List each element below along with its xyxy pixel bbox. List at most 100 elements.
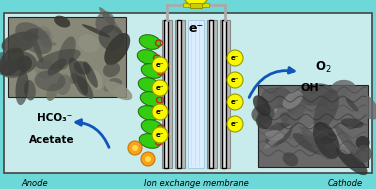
- Ellipse shape: [293, 125, 331, 141]
- Ellipse shape: [265, 130, 284, 140]
- FancyBboxPatch shape: [177, 20, 181, 168]
- Ellipse shape: [335, 125, 359, 158]
- Ellipse shape: [35, 58, 55, 79]
- Ellipse shape: [43, 42, 56, 46]
- Ellipse shape: [96, 11, 115, 35]
- Text: O: O: [315, 60, 325, 73]
- FancyBboxPatch shape: [209, 20, 213, 168]
- Ellipse shape: [103, 82, 118, 92]
- Ellipse shape: [264, 125, 291, 149]
- Ellipse shape: [69, 73, 79, 84]
- Ellipse shape: [78, 34, 99, 53]
- Ellipse shape: [346, 98, 358, 112]
- FancyBboxPatch shape: [183, 3, 209, 7]
- Ellipse shape: [17, 42, 46, 56]
- Ellipse shape: [99, 7, 123, 36]
- Ellipse shape: [252, 104, 274, 123]
- Text: e⁻: e⁻: [156, 62, 164, 68]
- Ellipse shape: [103, 62, 120, 77]
- Ellipse shape: [37, 30, 50, 40]
- Ellipse shape: [298, 104, 312, 132]
- Circle shape: [132, 145, 138, 151]
- Ellipse shape: [256, 92, 278, 116]
- Ellipse shape: [305, 120, 332, 135]
- Ellipse shape: [74, 61, 90, 74]
- Ellipse shape: [47, 59, 67, 75]
- Ellipse shape: [56, 74, 71, 95]
- Ellipse shape: [2, 32, 38, 53]
- Ellipse shape: [138, 78, 160, 92]
- Ellipse shape: [16, 56, 32, 72]
- Ellipse shape: [138, 106, 160, 120]
- Ellipse shape: [313, 122, 340, 159]
- Ellipse shape: [104, 33, 130, 65]
- Ellipse shape: [137, 50, 159, 64]
- FancyBboxPatch shape: [190, 3, 202, 8]
- Text: e⁻: e⁻: [231, 99, 239, 105]
- Ellipse shape: [341, 118, 364, 128]
- Ellipse shape: [89, 70, 103, 90]
- Circle shape: [152, 104, 168, 120]
- Ellipse shape: [54, 16, 70, 28]
- Text: e⁻: e⁻: [231, 55, 239, 61]
- Ellipse shape: [329, 128, 351, 154]
- Ellipse shape: [347, 89, 376, 119]
- Text: Anode: Anode: [22, 178, 48, 187]
- Ellipse shape: [15, 71, 29, 105]
- Ellipse shape: [24, 80, 36, 101]
- FancyBboxPatch shape: [220, 20, 230, 168]
- Ellipse shape: [35, 70, 65, 91]
- Text: 2: 2: [325, 64, 330, 74]
- FancyBboxPatch shape: [258, 85, 368, 167]
- FancyBboxPatch shape: [175, 20, 185, 168]
- Ellipse shape: [139, 134, 161, 148]
- Text: HCO₃⁻: HCO₃⁻: [37, 113, 73, 123]
- Ellipse shape: [356, 145, 372, 163]
- Ellipse shape: [77, 76, 93, 99]
- Ellipse shape: [283, 152, 298, 166]
- Circle shape: [145, 156, 151, 162]
- Ellipse shape: [82, 24, 110, 38]
- Circle shape: [152, 57, 168, 73]
- Text: OH⁻: OH⁻: [301, 83, 325, 93]
- Ellipse shape: [141, 120, 163, 134]
- FancyBboxPatch shape: [8, 17, 126, 97]
- Circle shape: [227, 72, 243, 88]
- Circle shape: [227, 116, 243, 132]
- Ellipse shape: [139, 35, 161, 49]
- Ellipse shape: [58, 36, 76, 70]
- Ellipse shape: [71, 58, 86, 69]
- FancyBboxPatch shape: [162, 20, 172, 168]
- Ellipse shape: [38, 26, 53, 48]
- Text: e⁻: e⁻: [156, 85, 164, 91]
- Ellipse shape: [288, 93, 302, 114]
- Ellipse shape: [314, 89, 339, 131]
- Ellipse shape: [0, 58, 27, 78]
- FancyBboxPatch shape: [188, 20, 204, 168]
- Ellipse shape: [32, 37, 43, 63]
- Ellipse shape: [331, 80, 356, 99]
- Text: Acetate: Acetate: [29, 135, 75, 145]
- Ellipse shape: [23, 28, 41, 41]
- Ellipse shape: [0, 47, 24, 76]
- Ellipse shape: [282, 91, 303, 109]
- Ellipse shape: [279, 101, 305, 134]
- Text: e⁻: e⁻: [156, 132, 164, 138]
- Ellipse shape: [46, 83, 58, 101]
- Ellipse shape: [109, 78, 122, 86]
- FancyBboxPatch shape: [164, 20, 168, 168]
- Ellipse shape: [280, 112, 290, 122]
- Ellipse shape: [265, 123, 292, 146]
- Ellipse shape: [36, 49, 80, 69]
- Ellipse shape: [309, 131, 337, 144]
- Circle shape: [227, 94, 243, 110]
- FancyBboxPatch shape: [207, 20, 217, 168]
- Ellipse shape: [256, 113, 272, 129]
- FancyBboxPatch shape: [4, 13, 372, 173]
- Ellipse shape: [293, 133, 325, 155]
- Text: Cathode: Cathode: [327, 178, 362, 187]
- Ellipse shape: [184, 0, 208, 6]
- Text: Ion exchange membrane: Ion exchange membrane: [144, 178, 249, 187]
- Ellipse shape: [83, 61, 98, 88]
- FancyBboxPatch shape: [222, 20, 226, 168]
